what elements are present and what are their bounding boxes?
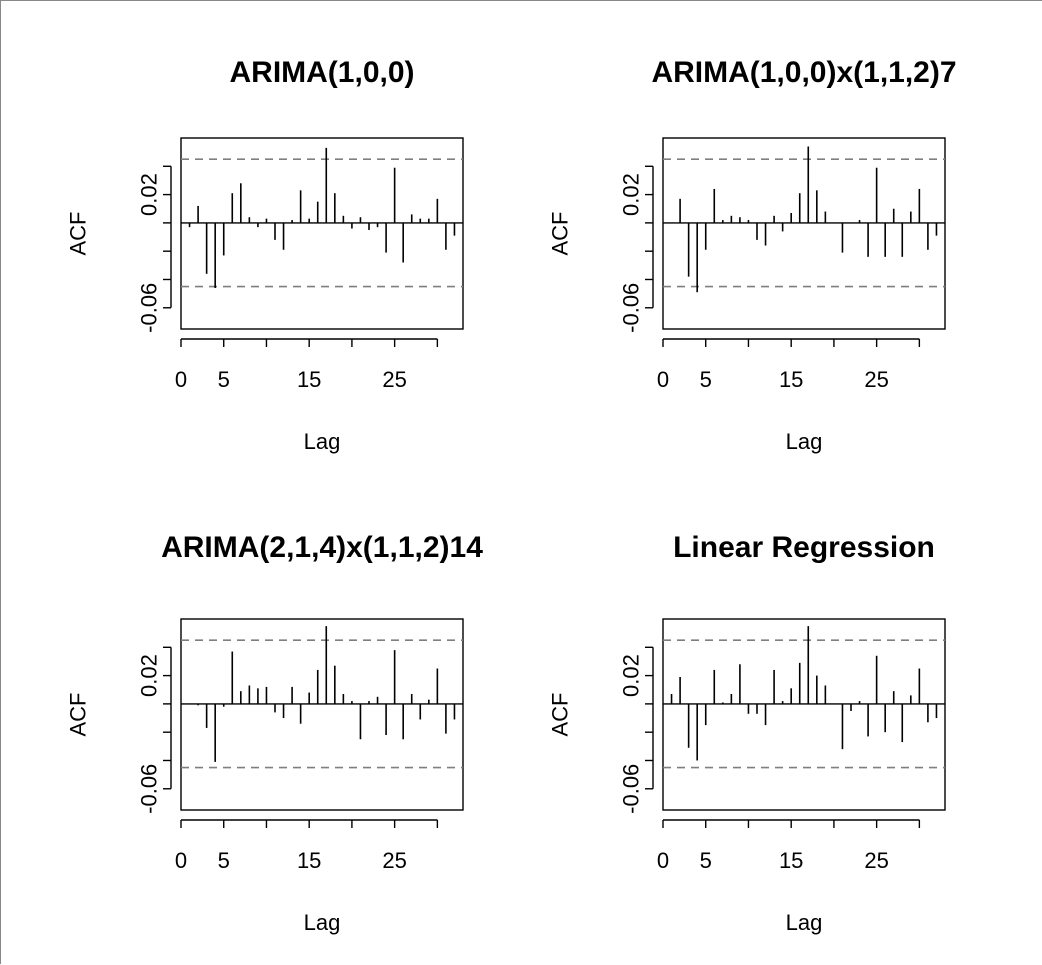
y-axis-label: ACF	[66, 212, 91, 256]
x-axis-label: Lag	[786, 910, 823, 935]
x-tick-label: 25	[864, 848, 888, 873]
chart-title: ARIMA(2,1,4)x(1,1,2)14	[161, 531, 483, 564]
x-tick-label: 5	[218, 367, 230, 392]
y-axis-label: ACF	[548, 212, 573, 256]
y-tick-label: -0.06	[619, 283, 644, 333]
chart-title: ARIMA(1,0,0)x(1,1,2)7	[651, 56, 956, 89]
x-tick-label: 15	[779, 367, 803, 392]
chart-title: Linear Regression	[673, 531, 935, 564]
x-tick-label: 15	[297, 848, 321, 873]
x-axis-label: Lag	[786, 429, 823, 454]
x-tick-label: 15	[297, 367, 321, 392]
x-tick-label: 5	[218, 848, 230, 873]
y-axis-label: ACF	[66, 693, 91, 737]
x-tick-label: 0	[175, 367, 187, 392]
y-tick-label: 0.02	[137, 173, 162, 216]
x-tick-label: 25	[382, 367, 406, 392]
acf-panel-3: ARIMA(2,1,4)x(1,1,2)14 -0.06 0.02 0 5 15 25 Lag…	[66, 531, 484, 935]
acf-panel-1: ARIMA(1,0,0) -0.06 0.02 0 5 15 25 Lag ACF	[66, 56, 464, 454]
x-tick-label: 0	[175, 848, 187, 873]
y-tick-label: 0.02	[619, 173, 644, 216]
x-tick-label: 5	[700, 848, 712, 873]
y-tick-label: -0.06	[137, 283, 162, 333]
y-tick-label: 0.02	[619, 654, 644, 697]
y-tick-label: -0.06	[619, 764, 644, 814]
plot-frame	[662, 137, 946, 330]
plot-frame	[180, 137, 464, 330]
x-tick-label: 25	[864, 367, 888, 392]
plot-frame	[662, 618, 946, 811]
acf-panel-2: ARIMA(1,0,0)x(1,1,2)7 -0.06 0.02 0 5 15 25 Lag A…	[548, 56, 957, 454]
x-tick-label: 25	[382, 848, 406, 873]
y-tick-label: 0.02	[137, 654, 162, 697]
acf-panel-4: Linear Regression -0.06 0.02 0 5 15 25 Lag ACF	[548, 531, 946, 935]
x-tick-label: 0	[657, 367, 669, 392]
plot-frame	[180, 618, 464, 811]
x-tick-label: 15	[779, 848, 803, 873]
chart-title: ARIMA(1,0,0)	[229, 56, 414, 89]
x-tick-label: 0	[657, 848, 669, 873]
x-tick-label: 5	[700, 367, 712, 392]
x-axis-label: Lag	[304, 910, 341, 935]
y-tick-label: -0.06	[137, 764, 162, 814]
x-axis-label: Lag	[304, 429, 341, 454]
y-axis-label: ACF	[548, 693, 573, 737]
